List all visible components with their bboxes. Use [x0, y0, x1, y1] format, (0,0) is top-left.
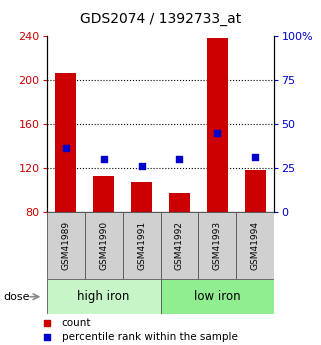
- Text: count: count: [62, 318, 91, 328]
- Bar: [237, 212, 274, 279]
- Point: [101, 157, 106, 162]
- Bar: [207, 38, 228, 212]
- Bar: [123, 212, 160, 279]
- Point: [215, 130, 220, 136]
- Text: GSM41989: GSM41989: [61, 221, 70, 270]
- Text: GDS2074 / 1392733_at: GDS2074 / 1392733_at: [80, 12, 241, 26]
- Point: [63, 146, 68, 151]
- Bar: [160, 212, 198, 279]
- Bar: [47, 279, 160, 314]
- Text: GSM41990: GSM41990: [99, 221, 108, 270]
- Bar: [169, 194, 190, 212]
- Text: GSM41993: GSM41993: [213, 221, 222, 270]
- Bar: [245, 170, 266, 212]
- Text: dose: dose: [3, 292, 30, 302]
- Bar: [131, 183, 152, 212]
- Text: high iron: high iron: [77, 290, 130, 303]
- Point: [45, 320, 50, 325]
- Bar: [93, 176, 114, 212]
- Point: [177, 157, 182, 162]
- Text: percentile rank within the sample: percentile rank within the sample: [62, 332, 238, 342]
- Bar: [55, 72, 76, 212]
- Text: low iron: low iron: [194, 290, 241, 303]
- Text: GSM41991: GSM41991: [137, 221, 146, 270]
- Point: [139, 163, 144, 169]
- Bar: [160, 279, 274, 314]
- Bar: [198, 212, 237, 279]
- Text: GSM41992: GSM41992: [175, 221, 184, 270]
- Point: [253, 155, 258, 160]
- Text: GSM41994: GSM41994: [251, 221, 260, 270]
- Bar: [47, 212, 84, 279]
- Bar: [84, 212, 123, 279]
- Point: [45, 334, 50, 340]
